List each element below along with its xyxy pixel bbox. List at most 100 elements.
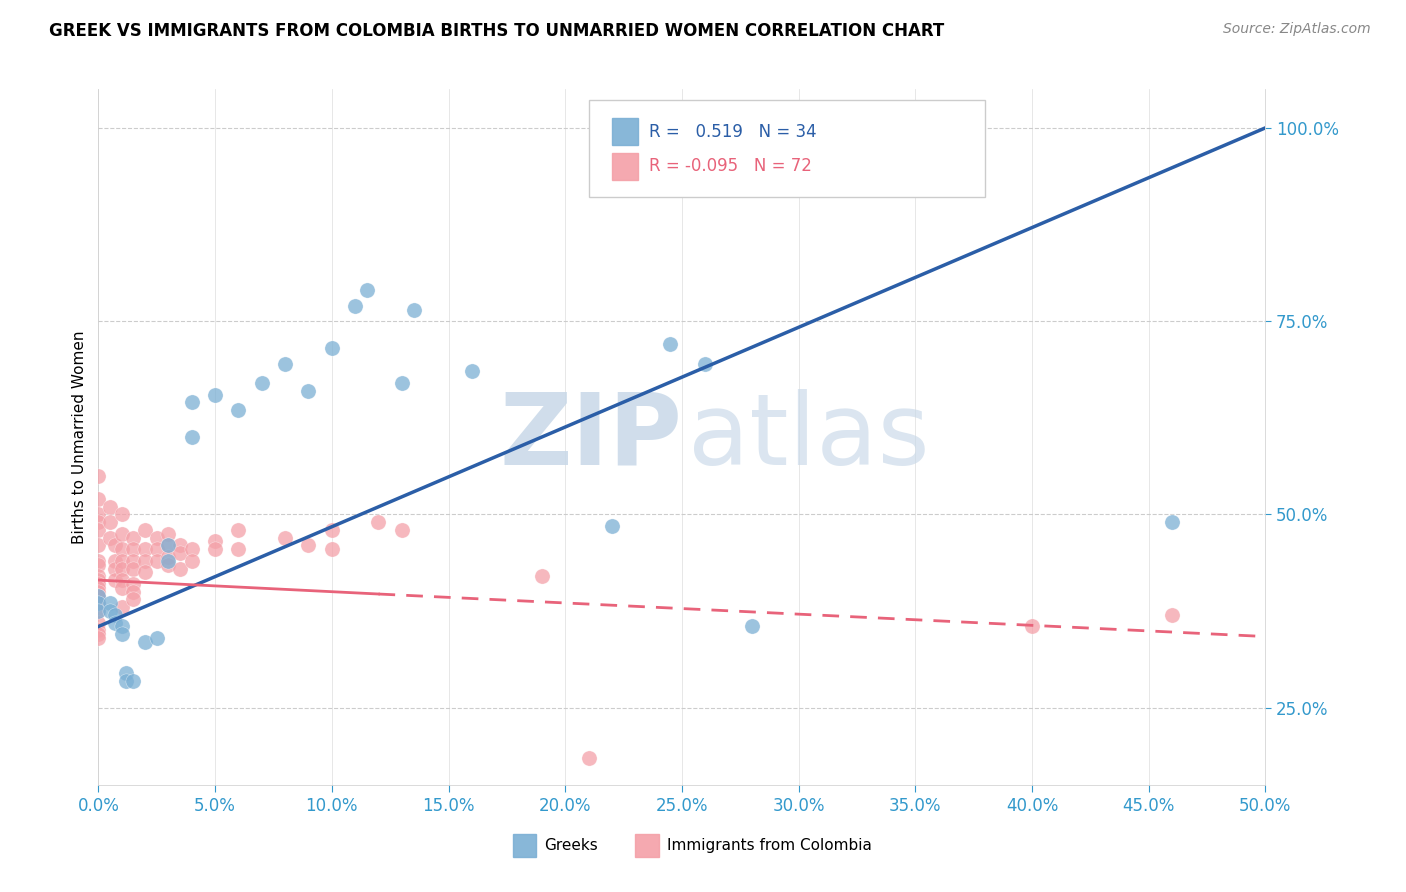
Point [98,596,121,610]
Text: R = -0.095   N = 72: R = -0.095 N = 72 [650,157,813,176]
Point [228,542,250,557]
Text: ZIP: ZIP [499,389,682,485]
Point [157,526,180,541]
Point [297,538,319,552]
Point [695,357,717,371]
Point [115,673,138,688]
Point [87,468,110,483]
Point [180,430,202,444]
Point [87,558,110,572]
Point [98,604,121,618]
Point [600,519,623,533]
Point [87,515,110,529]
Point [391,376,413,390]
Point [157,538,180,552]
Point [111,561,134,575]
Text: Greeks: Greeks [544,838,598,853]
Point [1161,515,1184,529]
Point [297,384,319,398]
Point [104,573,127,587]
Point [104,538,127,552]
Point [659,337,682,351]
Point [87,523,110,537]
Bar [612,153,637,179]
Point [111,600,134,615]
Point [87,554,110,568]
Text: R =   0.519   N = 34: R = 0.519 N = 34 [650,122,817,141]
Point [98,500,121,514]
Point [122,554,145,568]
Text: GREEK VS IMMIGRANTS FROM COLOMBIA BIRTHS TO UNMARRIED WOMEN CORRELATION CHART: GREEK VS IMMIGRANTS FROM COLOMBIA BIRTHS… [49,22,945,40]
Point [122,584,145,599]
Point [356,283,378,297]
Point [87,577,110,591]
Point [180,554,202,568]
Point [1021,619,1043,633]
Point [87,596,110,610]
Point [321,542,343,557]
Point [122,673,145,688]
Point [104,607,127,622]
Point [87,615,110,630]
Point [134,554,156,568]
Point [104,615,127,630]
FancyBboxPatch shape [589,100,986,197]
Point [180,395,202,409]
Point [204,534,226,549]
Point [111,619,134,633]
Point [87,581,110,595]
Point [169,538,191,552]
Point [344,299,367,313]
Point [87,584,110,599]
Point [98,515,121,529]
Point [111,581,134,595]
Point [250,376,273,390]
Bar [636,834,658,856]
Point [391,523,413,537]
Point [180,542,202,557]
Point [157,554,180,568]
Point [111,554,134,568]
Point [228,523,250,537]
Point [87,589,110,603]
Point [169,546,191,560]
Point [146,531,169,545]
Point [157,538,180,552]
Point [530,569,553,583]
Point [122,561,145,575]
Point [111,542,134,557]
Point [204,542,226,557]
Point [87,589,110,603]
Point [321,341,343,355]
Point [461,364,484,378]
Point [146,554,169,568]
Point [122,542,145,557]
Point [274,357,297,371]
Y-axis label: Births to Unmarried Women: Births to Unmarried Women [72,330,87,544]
Point [274,531,297,545]
Point [87,569,110,583]
Point [87,596,110,610]
Text: Immigrants from Colombia: Immigrants from Colombia [666,838,872,853]
Point [402,302,425,317]
Point [134,566,156,580]
Point [111,573,134,587]
Bar [513,834,536,856]
Point [741,619,763,633]
Point [122,592,145,607]
Point [134,542,156,557]
Text: Source: ZipAtlas.com: Source: ZipAtlas.com [1223,22,1371,37]
Point [134,635,156,649]
Point [111,526,134,541]
Point [87,627,110,641]
Point [115,665,138,680]
Point [157,549,180,564]
Bar [612,119,637,145]
Point [367,515,389,529]
Point [111,508,134,522]
Point [104,561,127,575]
Point [134,523,156,537]
Point [98,531,121,545]
Point [146,542,169,557]
Point [122,577,145,591]
